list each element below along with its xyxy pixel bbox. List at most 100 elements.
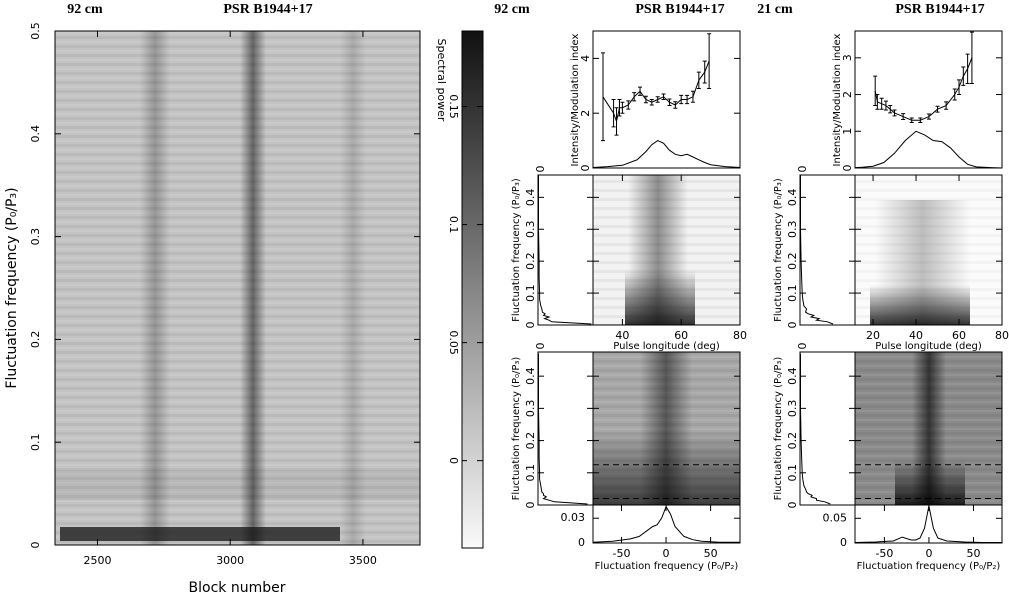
error-bar — [926, 113, 931, 120]
y-tick-label: 0.1 — [786, 464, 799, 482]
frame — [854, 174, 1003, 326]
error-bar — [696, 71, 701, 90]
x-tick-label: 50 — [704, 547, 718, 560]
error-bar — [969, 31, 974, 85]
x-tick-label: 40 — [615, 329, 629, 342]
frame — [537, 174, 594, 326]
error-bar — [883, 100, 888, 111]
title: PSR B1944+17 — [223, 2, 312, 17]
heatmap-band — [240, 31, 266, 545]
error-bar — [643, 95, 648, 104]
y-tick-label: 0.4 — [524, 189, 537, 207]
frame — [799, 351, 856, 506]
error-bar — [649, 99, 654, 106]
profile-line — [592, 140, 741, 168]
y-tick-label: 0 — [786, 502, 799, 509]
frame — [461, 30, 484, 549]
y-tick-label: 0.2 — [29, 331, 42, 349]
y-axis-label: Fluctuation frequency (P₀/P₃) — [511, 357, 522, 501]
y-tick-label: 2 — [841, 91, 854, 98]
y-tick-label: 3 — [841, 54, 854, 61]
side-spectrum — [538, 353, 588, 505]
y-tick-label: 0 — [579, 165, 592, 172]
x-tick-label: 20 — [866, 329, 880, 342]
modulation-line — [602, 60, 710, 124]
y-tick-label: 0 — [840, 536, 847, 549]
y-tick-label: 0.4 — [786, 367, 799, 385]
y-tick-label: 0 — [524, 502, 537, 509]
y-axis-label: Intensity/Modulation index — [832, 33, 843, 166]
error-bar — [952, 88, 957, 101]
2dfs-low — [895, 460, 965, 505]
title: PSR B1944+17 — [895, 2, 984, 17]
x-tick-label: 3500 — [349, 554, 377, 567]
y-tick-label: 0.4 — [29, 125, 42, 143]
wavelength: 92 cm — [67, 2, 103, 17]
error-bar — [957, 79, 962, 96]
modulation-line — [874, 57, 973, 121]
colorbar-tick-label: 0 — [447, 457, 460, 464]
side-tick-label: 0 — [534, 343, 547, 350]
y-tick-label: 0.03 — [561, 511, 586, 524]
x-tick-label: -50 — [875, 547, 893, 560]
error-bar — [944, 101, 949, 110]
y-tick-label: 0 — [578, 536, 585, 549]
x-axis-label: Block number — [189, 580, 286, 596]
y-tick-label: 0.4 — [786, 189, 799, 207]
y-tick-label: 4 — [579, 55, 592, 62]
error-bar — [638, 86, 643, 96]
side-tick-label: 0 — [534, 166, 547, 173]
wavelength: 21 cm — [757, 2, 793, 17]
error-bar — [873, 75, 878, 107]
x-tick-label: 80 — [995, 329, 1009, 342]
x-axis-label: Fluctuation frequency (P₀/P₂) — [595, 561, 739, 572]
y-axis-label: Fluctuation frequency (P₀/P₃) — [4, 187, 20, 388]
y-tick-label: 0.2 — [786, 432, 799, 450]
lrfs-low — [870, 285, 970, 325]
title: PSR B1944+17 — [635, 2, 724, 17]
x-tick-label: 0 — [663, 547, 670, 560]
x-axis-label: Fluctuation frequency (P₀/P₂) — [857, 561, 1001, 572]
error-bar — [888, 105, 893, 114]
error-bar — [685, 94, 690, 105]
y-tick-label: 0.3 — [786, 400, 799, 418]
y-tick-label: 0 — [841, 165, 854, 172]
error-bar — [661, 93, 666, 100]
error-bar — [879, 97, 884, 110]
error-bar — [611, 99, 616, 128]
error-bar — [626, 100, 631, 110]
y-tick-label: 0.3 — [524, 400, 537, 418]
heatmap-band — [140, 31, 170, 545]
error-bar — [935, 105, 940, 113]
y-tick-label: 0 — [524, 322, 537, 329]
error-bar — [614, 107, 619, 136]
colorbar-tick-label: 0.1 — [447, 216, 460, 234]
y-tick-label: 0.1 — [524, 284, 537, 302]
error-bar — [679, 94, 684, 105]
error-bar — [901, 113, 906, 121]
heatmap-images — [55, 31, 1002, 548]
lrfs-low — [625, 270, 695, 325]
error-bar — [620, 101, 625, 114]
y-tick-label: 0.05 — [823, 511, 848, 524]
side-spectrum — [800, 175, 834, 325]
y-tick-label: 1 — [841, 128, 854, 135]
error-bar — [918, 117, 923, 123]
y-tick-label: 0.4 — [524, 367, 537, 385]
y-tick-label: 2 — [579, 110, 592, 117]
x-tick-label: 3000 — [216, 554, 244, 567]
y-tick-label: 0.1 — [786, 284, 799, 302]
y-tick-label: 0.3 — [29, 228, 42, 246]
x-tick-label: 50 — [966, 547, 980, 560]
y-axis-label: Fluctuation frequency (P₀/P₃) — [773, 178, 784, 322]
profile-line — [854, 130, 1003, 169]
y-tick-label: 0 — [786, 322, 799, 329]
y-tick-label: 0 — [29, 542, 42, 549]
side-tick-label: 0 — [796, 166, 809, 173]
bottom-spectrum — [854, 505, 1002, 543]
y-axis-label: Fluctuation frequency (P₀/P₃) — [773, 357, 784, 501]
heatmap-low-freq — [60, 527, 340, 541]
colorbar-tick-label: 0.15 — [447, 94, 460, 119]
frame — [592, 174, 741, 326]
x-tick-label: 0 — [925, 547, 932, 560]
